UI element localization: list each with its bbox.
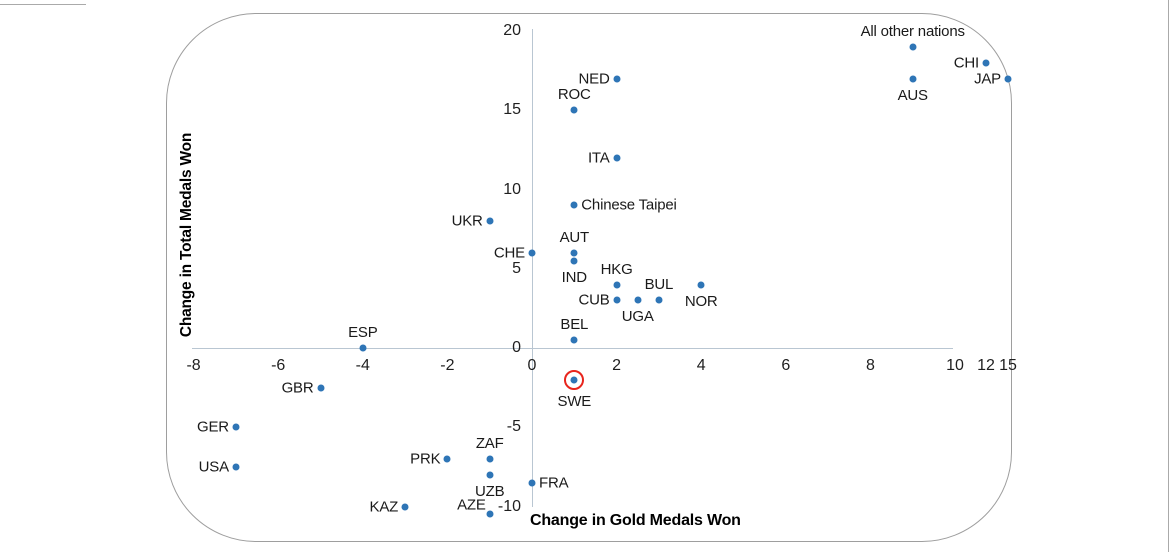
data-point-label: Chinese Taipei <box>581 196 677 214</box>
data-point-label: PRK <box>410 450 441 468</box>
data-point-label: AUT <box>559 228 590 246</box>
data-point-label: CHE <box>493 244 525 262</box>
data-point-label: IND <box>561 268 587 286</box>
y-axis-line <box>532 29 534 507</box>
data-point <box>486 217 494 225</box>
data-point <box>570 336 578 344</box>
data-point <box>570 257 578 265</box>
x-tick-label: 6 <box>781 357 791 374</box>
y-tick-label: 15 <box>503 101 521 119</box>
x-axis-title: Change in Gold Medals Won <box>530 512 741 529</box>
data-point-label: ROC <box>557 86 591 104</box>
data-point <box>697 281 705 289</box>
x-axis-line <box>192 348 953 350</box>
y-tick-label: -10 <box>497 497 521 515</box>
data-point-label: USA <box>198 458 229 476</box>
data-point <box>232 463 240 471</box>
data-point <box>982 59 990 67</box>
data-point-label: UKR <box>451 212 483 230</box>
data-point <box>528 479 536 487</box>
data-point-label: NOR <box>684 292 718 310</box>
highlight-circle <box>564 369 585 390</box>
data-point-label: CHI <box>953 54 979 72</box>
data-point-label: KAZ <box>369 498 399 515</box>
data-point-label: SWE <box>557 392 592 410</box>
data-point-label: AUS <box>897 86 928 104</box>
data-point <box>909 75 917 83</box>
data-point <box>613 75 621 83</box>
data-point <box>317 384 324 392</box>
y-tick-label: 10 <box>503 180 521 198</box>
data-point-label: AZE <box>457 496 486 514</box>
data-point <box>570 106 578 114</box>
data-point <box>613 154 621 162</box>
data-point <box>401 503 409 510</box>
x-tick-label: 15 <box>999 357 1017 374</box>
data-point-label: CUB <box>578 291 610 309</box>
data-point-label: JAP <box>974 70 1001 88</box>
y-tick-label: -5 <box>506 418 521 436</box>
data-point-label: HKG <box>600 260 633 278</box>
x-tick-label: -4 <box>355 357 370 374</box>
figure-rounded-border <box>166 13 1012 542</box>
data-point <box>1004 75 1012 83</box>
data-point <box>570 201 578 209</box>
y-tick-label: 5 <box>512 259 521 277</box>
data-point <box>486 471 494 479</box>
data-point <box>232 423 240 431</box>
data-point <box>613 296 621 304</box>
data-point-label: ITA <box>587 149 610 167</box>
y-tick-label: 20 <box>503 22 521 39</box>
data-point-label: ESP <box>348 324 378 341</box>
outer-frame-right-edge <box>1168 0 1169 552</box>
data-point-label: ZAF <box>475 434 504 452</box>
data-point <box>359 344 367 352</box>
data-point-label: UZB <box>474 482 505 500</box>
y-tick-label: 0 <box>512 339 521 356</box>
x-tick-label: -8 <box>186 357 201 374</box>
data-point-label: BEL <box>560 316 589 334</box>
x-tick-label: 10 <box>946 357 964 374</box>
x-tick-label: 4 <box>696 357 706 374</box>
data-point-label: NED <box>578 70 610 88</box>
data-point <box>486 455 494 463</box>
data-point <box>486 510 494 518</box>
data-point-label: UGA <box>621 308 654 326</box>
x-tick-label: 8 <box>865 357 875 374</box>
data-point <box>655 296 663 304</box>
data-point-label: GBR <box>281 379 314 397</box>
data-point-label: FRA <box>539 474 569 492</box>
y-axis-title: Change in Total Medals Won <box>178 132 195 338</box>
data-point-label: GER <box>196 418 229 436</box>
x-tick-label: 12 <box>977 357 995 374</box>
data-point-label: BUL <box>644 276 674 294</box>
x-tick-label: 0 <box>527 357 537 374</box>
x-tick-label: -2 <box>440 357 455 374</box>
x-tick-label: -6 <box>271 357 286 374</box>
outer-frame-top-edge <box>0 4 86 5</box>
data-point <box>634 296 642 304</box>
x-tick-label: 2 <box>612 357 622 374</box>
data-point <box>528 249 536 257</box>
data-point <box>570 249 578 257</box>
data-point <box>443 455 451 463</box>
data-point-label: All other nations <box>860 22 965 40</box>
data-point <box>909 43 917 51</box>
data-point <box>613 281 621 289</box>
